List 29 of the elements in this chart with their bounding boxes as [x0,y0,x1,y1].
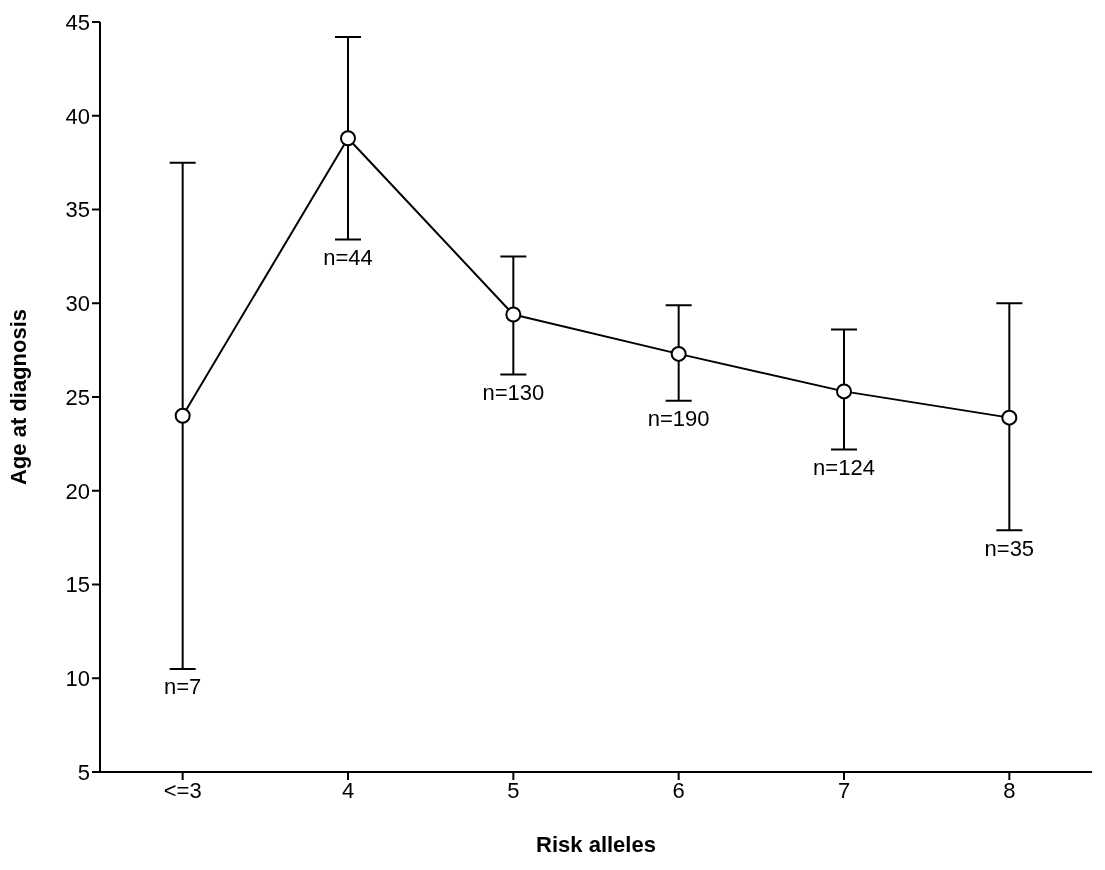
point [505,306,522,323]
x-tick-label: 5 [507,777,520,803]
x-tick-label: 4 [341,777,355,803]
y-tick-label: 30 [65,291,90,317]
x-tick-label: 6 [672,777,685,803]
y-tick-label: 10 [65,666,90,692]
annotation: n=7 [164,674,202,700]
point [1001,409,1018,426]
point [670,345,687,362]
y-tick-label: 40 [65,103,90,129]
y-tick-label: 25 [65,384,90,410]
point [340,130,356,147]
x-axis-title: Risk alleles [536,832,656,857]
annotation: n=124 [813,455,875,481]
y-tick-label: 20 [65,478,90,504]
y-tick-label: 5 [77,759,90,785]
y-tick-label: 35 [65,197,90,223]
annotation: n=130 [482,380,545,406]
annotation: n=35 [984,535,1035,561]
point [174,407,191,424]
annotation: n=190 [647,406,710,432]
x-tick-label: <=3 [163,777,202,803]
y-tick-label: 45 [65,9,90,35]
y-axis-title: Age at diagnosis [5,308,31,486]
point [836,383,852,400]
annotation: n=44 [323,245,373,271]
x-tick-label: 7 [837,777,851,803]
x-tick-label: 8 [1003,777,1016,803]
y-tick-label: 15 [65,572,90,598]
